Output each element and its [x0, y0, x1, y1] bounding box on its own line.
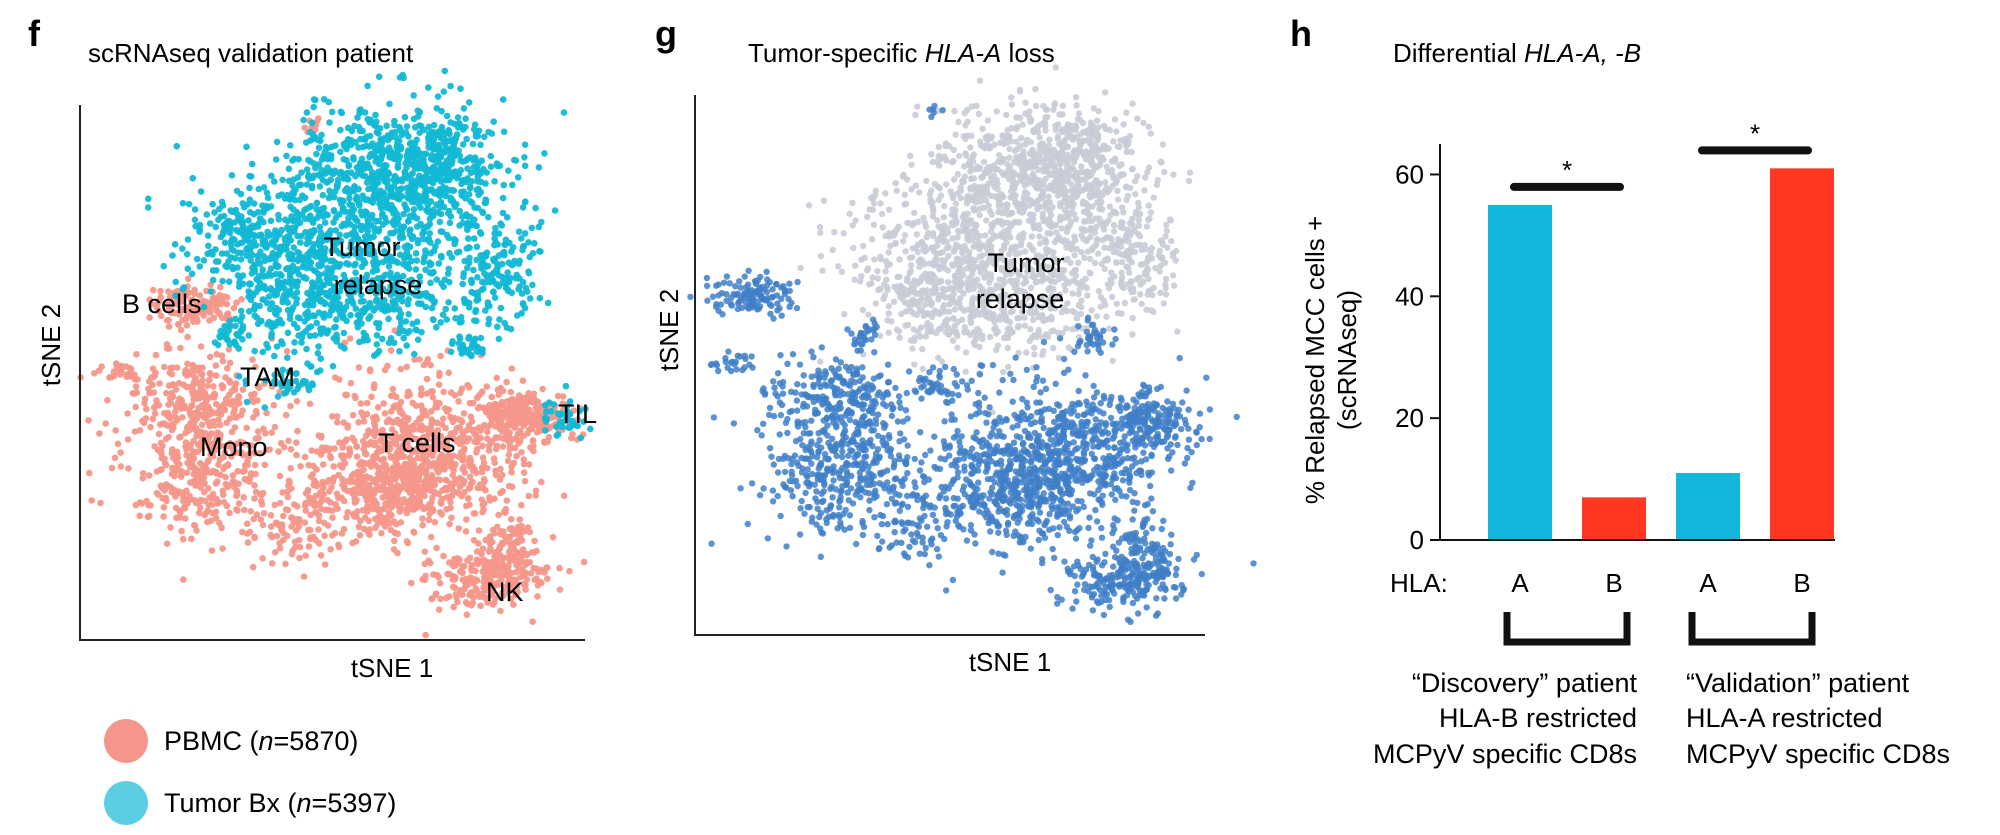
y-tick-label: 0: [1410, 525, 1424, 555]
validation-line2: HLA-A restricted: [1686, 703, 1883, 733]
panel-g-xlabel: tSNE 1: [969, 647, 1051, 677]
cluster-label-til: TIL: [558, 399, 597, 429]
cluster-label-b-cells: B cells: [122, 289, 202, 319]
y-tick-label: 60: [1395, 159, 1424, 189]
panel-f-letter: f: [28, 13, 41, 54]
validation-bracket: [1688, 612, 1816, 646]
panel-f-scatter: [77, 67, 594, 639]
panel-g-cluster-relapse: relapse: [976, 284, 1065, 314]
cluster-label-t-cells: T cells: [378, 428, 456, 458]
x-tick-label: B: [1793, 568, 1810, 598]
bar-1: [1582, 497, 1646, 540]
cluster-label-tam: TAM: [240, 362, 295, 392]
panel-g-ylabel: tSNE 2: [654, 289, 684, 371]
discovery-bracket: [1503, 612, 1631, 646]
validation-line1: “Validation” patient: [1686, 668, 1910, 698]
significance-star: *: [1562, 155, 1572, 185]
y-tick-label: 40: [1395, 281, 1424, 311]
hla-row-label: HLA:: [1390, 568, 1448, 598]
hla-positive-points: [687, 102, 1257, 625]
bar-2: [1676, 472, 1740, 540]
panel-g-letter: g: [655, 13, 677, 54]
discovery-line2: HLA-B restricted: [1439, 703, 1637, 733]
panel-h-bar-chart: 0 20 40 60 A B A B * *: [1395, 118, 1835, 598]
legend-tumor-label: Tumor Bx (n=5397): [164, 788, 396, 818]
x-tick-label: A: [1699, 568, 1717, 598]
significance-star: *: [1750, 118, 1760, 148]
discovery-line1: “Discovery” patient: [1412, 668, 1638, 698]
panel-g-cluster-tumor: Tumor: [987, 248, 1064, 278]
panel-g-scatter: [687, 64, 1257, 625]
panel-h-ylabel-line2: (scRNAseq): [1332, 290, 1362, 430]
cluster-label-tumor: Tumor: [323, 232, 400, 262]
cluster-label-relapse: relapse: [334, 270, 423, 300]
bar-3: [1770, 168, 1834, 540]
panel-h-title: Differential HLA-A, -B: [1393, 38, 1641, 68]
panel-g-title: Tumor-specific HLA-A loss: [748, 38, 1055, 68]
panel-h-ylabel-line1: % Relapsed MCC cells +: [1300, 216, 1330, 504]
x-tick-label: A: [1511, 568, 1529, 598]
y-tick-label: 20: [1395, 403, 1424, 433]
panel-f-title: scRNAseq validation patient: [88, 38, 414, 68]
cluster-label-nk: NK: [486, 577, 524, 607]
legend-tumor-swatch: [104, 781, 148, 825]
cluster-label-mono: Mono: [200, 432, 268, 462]
discovery-line3: MCPyV specific CD8s: [1373, 739, 1637, 769]
legend-pbmc-label: PBMC (n=5870): [164, 726, 358, 756]
x-tick-label: B: [1605, 568, 1622, 598]
panel-f-xlabel: tSNE 1: [351, 653, 433, 683]
validation-line3: MCPyV specific CD8s: [1686, 739, 1950, 769]
panel-h-letter: h: [1290, 13, 1312, 54]
hla-negative-points: [797, 64, 1194, 416]
legend-pbmc-swatch: [104, 719, 148, 763]
tumor-points: [144, 67, 594, 442]
bar-0: [1488, 204, 1552, 540]
panel-f-ylabel: tSNE 2: [36, 304, 66, 386]
